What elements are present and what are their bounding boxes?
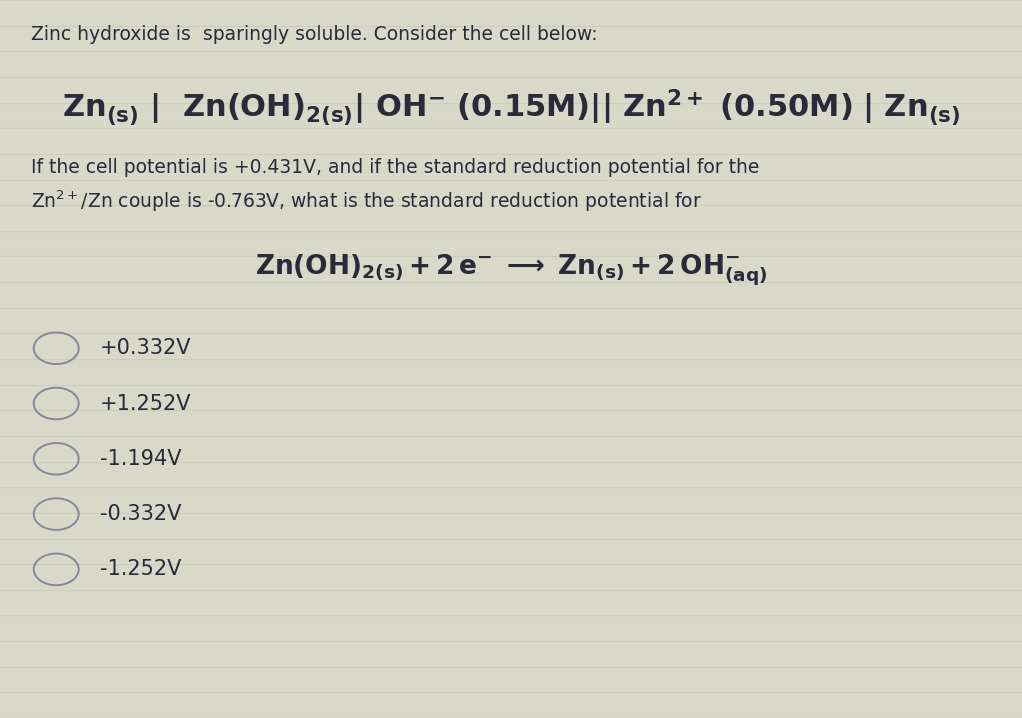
Text: Zn$^{2+}$/Zn couple is -0.763V, what is the standard reduction potential for: Zn$^{2+}$/Zn couple is -0.763V, what is … [31, 189, 702, 215]
Text: -1.194V: -1.194V [100, 449, 182, 469]
Text: $\mathbf{Zn(OH)_{2(s)} + 2\,e^{-}\ \longrightarrow\ Zn_{(s)} + 2\,OH^{-}_{(aq)}}: $\mathbf{Zn(OH)_{2(s)} + 2\,e^{-}\ \long… [254, 253, 768, 288]
Text: $\bf{Zn_{(s)}}$ $\bf{|}$  $\bf{Zn(OH)_{2(s)}}$$\bf{|}$ $\bf{OH^{-}}$ $\bf{(0.15M: $\bf{Zn_{(s)}}$ $\bf{|}$ $\bf{Zn(OH)_{2(… [61, 88, 961, 129]
Text: -1.252V: -1.252V [100, 559, 182, 579]
Text: -0.332V: -0.332V [100, 504, 182, 524]
Text: If the cell potential is +0.431V, and if the standard reduction potential for th: If the cell potential is +0.431V, and if… [31, 158, 759, 177]
Text: +1.252V: +1.252V [100, 393, 192, 414]
Text: Zinc hydroxide is  sparingly soluble. Consider the cell below:: Zinc hydroxide is sparingly soluble. Con… [31, 25, 597, 44]
Text: +0.332V: +0.332V [100, 338, 192, 358]
